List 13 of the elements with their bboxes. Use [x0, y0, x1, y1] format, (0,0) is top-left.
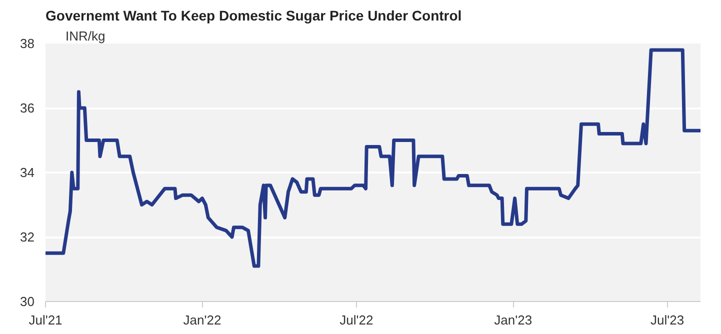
y-tick-label: 38 — [20, 36, 35, 51]
x-tick-label: Jan'23 — [494, 312, 532, 328]
y-tick-label: 34 — [20, 165, 35, 180]
x-tick-label: Jul'23 — [650, 312, 684, 328]
y-tick-label: 32 — [20, 230, 35, 244]
line-series — [46, 48, 700, 268]
x-tick-label: Jul'21 — [28, 312, 62, 328]
y-tick-label: 30 — [20, 294, 35, 309]
chart-title: Governemt Want To Keep Domestic Sugar Price Under Control — [46, 8, 462, 24]
y-tick-label: 36 — [20, 100, 35, 116]
x-tick-label: Jan'22 — [183, 312, 222, 328]
x-tick-label: Jul'22 — [340, 312, 374, 328]
y-axis-title: INR/kg — [66, 28, 106, 44]
